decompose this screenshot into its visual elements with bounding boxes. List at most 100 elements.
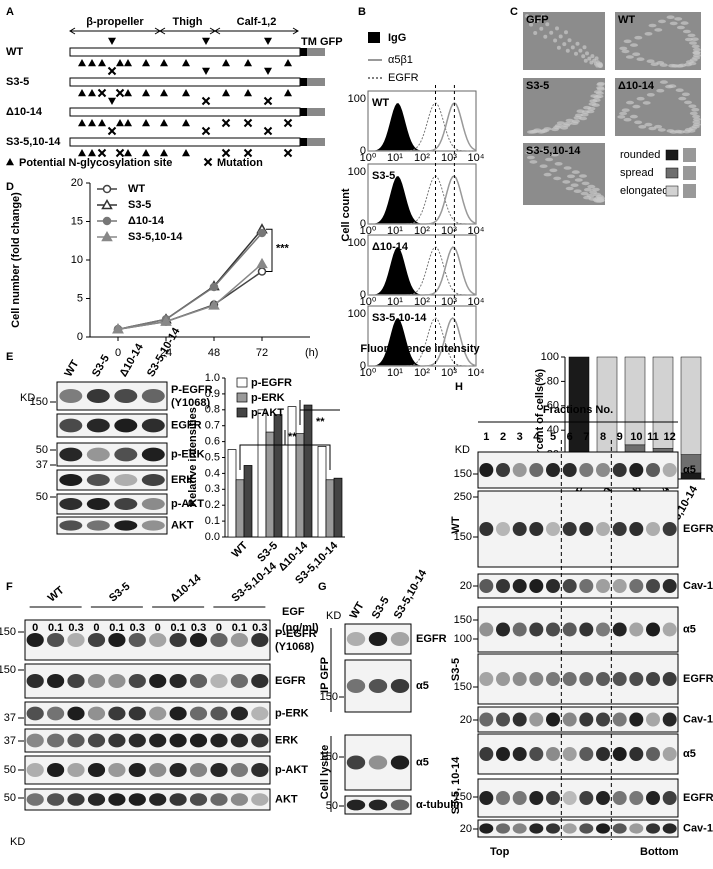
label: 0.9 [205,388,220,400]
band [512,522,527,536]
label: Bottom [640,846,679,858]
band [579,579,594,593]
band [529,791,544,805]
band [230,733,248,748]
data-point [208,299,220,310]
band [646,712,660,727]
cell [689,111,698,116]
cell [684,100,692,105]
panel-label: E [6,351,13,363]
label: 0 [360,289,366,301]
cell [658,19,666,24]
band [646,672,660,686]
blot [477,706,679,733]
cell [632,104,641,109]
blot [56,469,168,491]
blot [56,413,168,438]
cell [549,168,558,173]
label: 10⁰ [360,296,377,308]
cell [682,29,691,34]
band [86,447,110,462]
cell [586,109,595,114]
label: Cav-1 [683,580,713,592]
mutation [263,126,273,136]
band [47,674,65,688]
cell [555,26,559,31]
band [662,791,677,805]
band [67,706,85,721]
label: S3-5 [128,199,151,211]
cell [590,54,595,59]
mutation [201,126,211,136]
band [662,522,677,536]
band [390,755,410,770]
label: 150 [454,531,472,543]
cell [623,117,632,122]
cell [539,164,548,168]
label: Δ10-14 [168,572,204,605]
band [646,791,660,805]
cell [636,57,645,61]
cell [575,41,580,46]
cell [539,129,548,133]
band [108,674,126,688]
band [479,579,494,593]
band [169,706,187,721]
label: 0.3 [68,622,83,634]
a5b1-histogram [368,175,477,225]
cell [693,117,701,122]
label: 9 [617,431,623,443]
mutation [243,148,253,158]
band [169,763,187,777]
band [562,672,577,686]
glyco-site [182,149,190,157]
label: EGFR [683,792,713,804]
blot [56,493,168,515]
label: 0 [93,622,99,634]
band [114,498,138,510]
glyco-site [182,59,190,67]
cell [525,14,529,18]
glyco-site [108,37,116,45]
label: ** [288,431,297,443]
cell [623,39,632,44]
band [108,793,126,806]
mutation [221,118,231,128]
label: 3 [517,431,523,443]
label: 0 [32,622,38,634]
label: 0.1 [109,622,124,634]
data-point [160,315,172,326]
cell-icon [683,184,696,198]
mutation [201,96,211,106]
glyco-site [88,119,96,127]
label: α5 [683,748,696,760]
label: p-AKT [251,407,284,419]
label: WT [372,97,389,109]
blot [24,619,271,661]
cell [629,114,638,119]
cell [636,96,645,101]
label: GFP [526,14,549,26]
band [562,823,577,834]
band [87,793,106,806]
mutation [263,96,273,106]
label: Δ10-14 [372,241,409,253]
band [210,674,228,688]
blot [24,728,271,753]
cell [558,34,563,39]
band [596,791,610,805]
label: KD [20,392,35,404]
label: 0.3 [130,622,145,634]
cell [630,43,638,47]
band [546,522,560,536]
mutation [115,148,125,158]
cell [585,51,589,56]
cell [642,101,651,105]
band [662,747,677,761]
band [67,674,85,688]
label: WT [6,46,23,58]
label: 100 [348,237,366,249]
band [596,463,610,477]
label: Potential N-glycosylation site [19,157,172,169]
label: WT [618,14,635,26]
